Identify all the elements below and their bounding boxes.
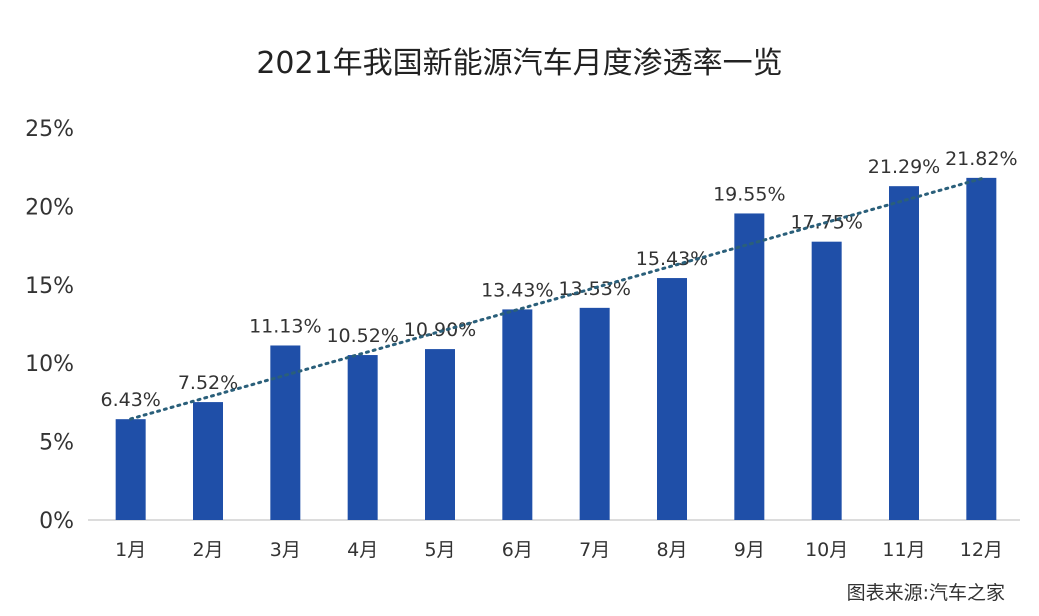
trendline	[129, 177, 983, 421]
x-tick-label: 10月	[805, 539, 848, 561]
y-tick-label: 10%	[25, 352, 74, 377]
source-note: 图表来源:汽车之家	[846, 582, 1005, 604]
y-tick-label: 5%	[39, 431, 74, 456]
bar	[115, 419, 146, 520]
x-tick-label: 9月	[734, 539, 765, 561]
data-label: 21.82%	[945, 148, 1017, 170]
x-tick-label: 5月	[424, 539, 455, 561]
y-tick-label: 0%	[39, 509, 74, 534]
bar	[966, 177, 997, 520]
y-axis: 0% 5% 10% 15% 20% 25%	[25, 117, 74, 534]
bars	[115, 177, 997, 521]
chart-title: 2021年我国新能源汽车月度渗透率一览	[256, 46, 783, 81]
x-tick-label: 1月	[115, 539, 146, 561]
x-tick-label: 4月	[347, 539, 378, 561]
data-label: 10.52%	[326, 325, 398, 347]
x-tick-label: 12月	[960, 539, 1003, 561]
bar	[270, 345, 301, 520]
x-tick-label: 6月	[502, 539, 533, 561]
x-axis: 1月 2月 3月 4月 5月 6月 7月 8月 9月 10月 11月 12月	[115, 539, 1003, 561]
bar	[811, 241, 842, 520]
y-tick-label: 15%	[25, 274, 74, 299]
data-label: 19.55%	[713, 183, 785, 205]
x-tick-label: 8月	[656, 539, 687, 561]
x-tick-label: 7月	[579, 539, 610, 561]
x-tick-label: 3月	[270, 539, 301, 561]
bar	[347, 355, 378, 520]
data-label: 21.29%	[868, 156, 940, 178]
data-label: 11.13%	[249, 315, 321, 337]
x-tick-label: 11月	[882, 539, 925, 561]
bar	[657, 278, 687, 520]
bar	[579, 307, 610, 520]
x-tick-label: 2月	[192, 539, 223, 561]
bar	[502, 309, 533, 520]
bar	[889, 186, 919, 521]
y-tick-label: 25%	[25, 117, 74, 142]
y-tick-label: 20%	[25, 195, 74, 220]
bar	[734, 213, 765, 520]
data-labels: 6.43%7.52%11.13%10.52%10.90%13.43%13.53%…	[100, 148, 1017, 411]
bar	[425, 349, 455, 520]
bar	[193, 402, 223, 520]
data-label: 15.43%	[636, 248, 708, 270]
data-label: 6.43%	[100, 389, 160, 411]
data-label: 13.43%	[481, 279, 553, 301]
data-label: 7.52%	[178, 372, 238, 394]
